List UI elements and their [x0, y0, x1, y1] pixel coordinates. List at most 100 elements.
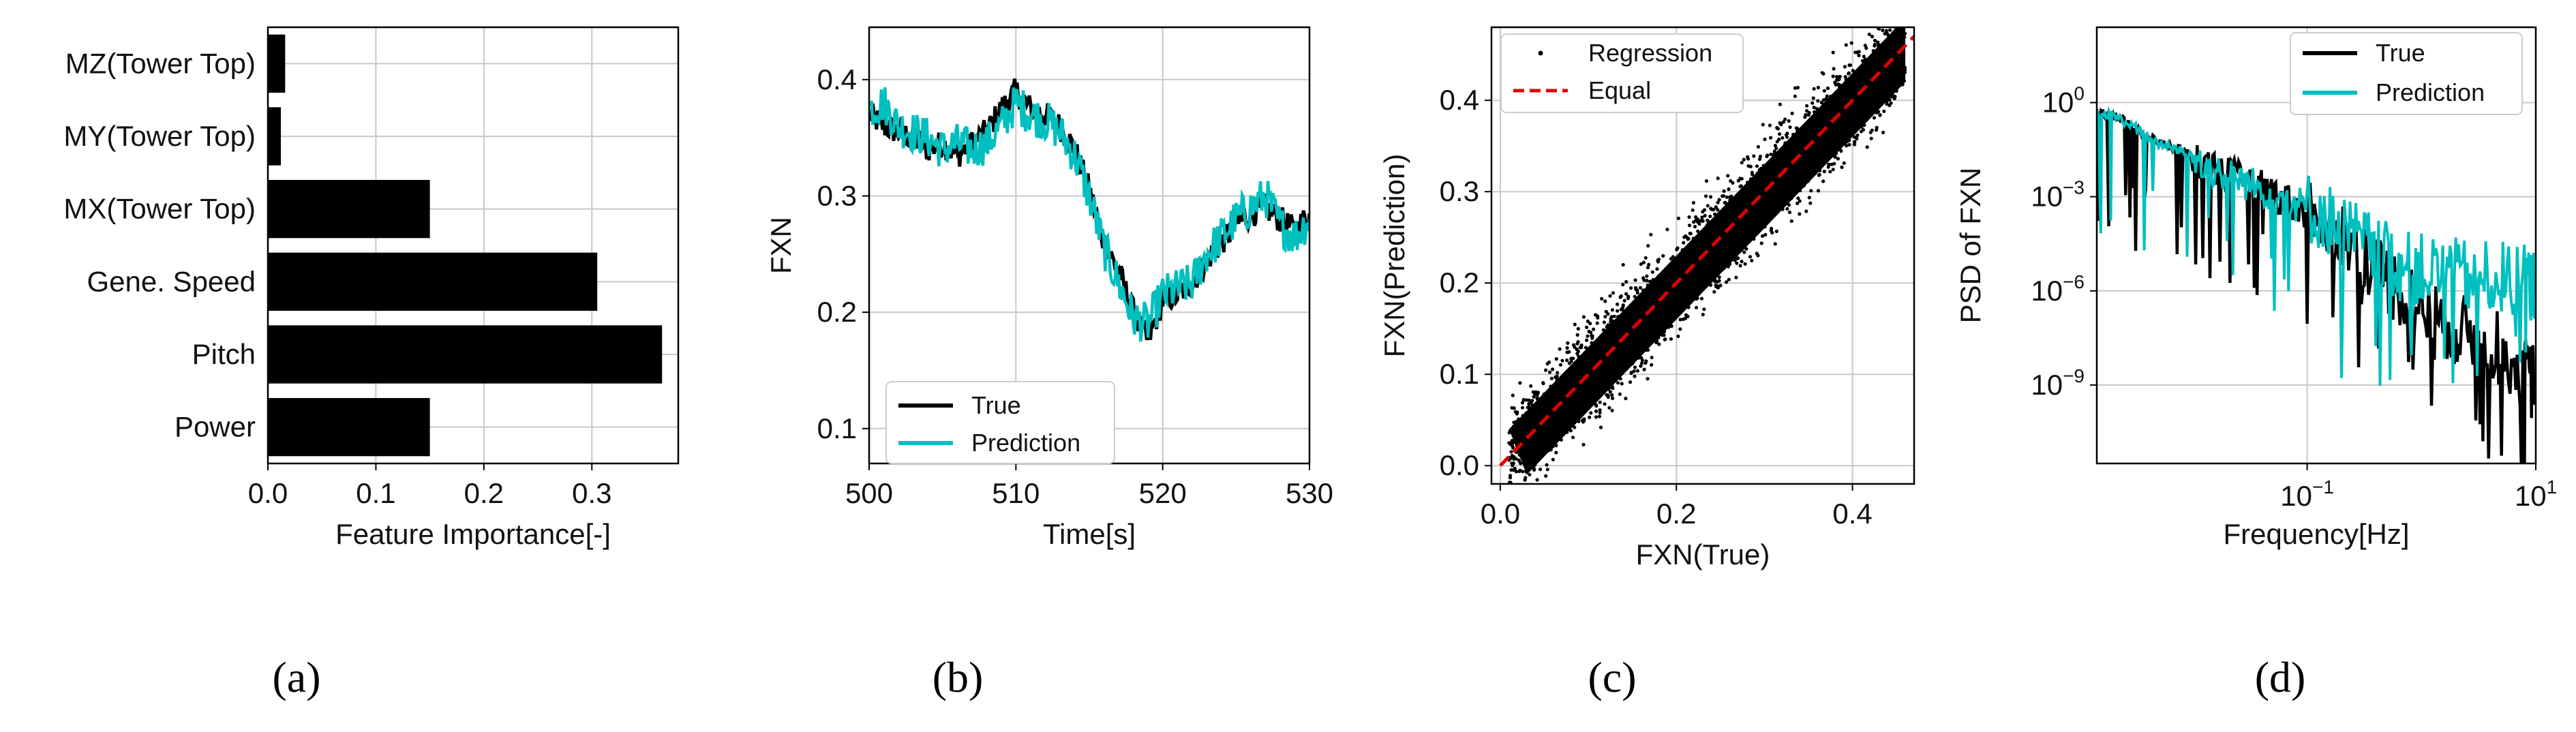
scatter-point: [1609, 333, 1613, 337]
scatter-point: [1551, 457, 1555, 461]
scatter-point: [1580, 418, 1584, 423]
scatter-point: [1522, 421, 1526, 425]
scatter-point: [1631, 339, 1635, 344]
scatter-point: [1654, 284, 1658, 288]
scatter-point: [1802, 170, 1806, 174]
scatter-point: [1808, 147, 1813, 151]
scatter-point: [1563, 410, 1567, 414]
scatter-point: [1828, 140, 1832, 144]
scatter-point: [1622, 344, 1626, 348]
scatter-point: [1736, 179, 1740, 183]
scatter-point: [1716, 213, 1721, 217]
scatter-point: [1761, 123, 1765, 127]
scatter-point: [1842, 130, 1846, 134]
scatter-point: [1710, 272, 1715, 276]
scatter-point: [1562, 406, 1567, 410]
legend: Regression Equal: [1500, 33, 1744, 113]
scatter-point: [1757, 216, 1761, 220]
scatter-point: [1520, 495, 1524, 498]
scatter-point: [1517, 458, 1521, 462]
scatter-point: [1649, 333, 1653, 337]
scatter-point: [1564, 413, 1569, 417]
scatter-point: [1588, 376, 1592, 380]
scatter-point: [1633, 278, 1637, 282]
scatter-point: [1521, 416, 1525, 421]
scatter-point: [1892, 4, 1896, 7]
scatter-point: [1898, 21, 1902, 25]
scatter-point: [1844, 77, 1848, 82]
scatter-point: [1523, 478, 1527, 482]
scatter-point: [1852, 86, 1856, 90]
scatter-point: [1607, 375, 1611, 379]
scatter-point: [1598, 408, 1602, 412]
scatter-point: [1706, 223, 1710, 227]
scatter-point: [1728, 262, 1732, 266]
scatter-point: [1898, 12, 1902, 15]
scatter-point: [1750, 258, 1754, 262]
scatter-point: [1575, 333, 1579, 337]
scatter-point: [1841, 121, 1845, 125]
x-tick-label: 510: [992, 477, 1040, 509]
scatter-point: [1723, 200, 1727, 205]
scatter-point: [1875, 92, 1879, 96]
scatter-point: [1536, 400, 1540, 404]
scatter-point: [1692, 254, 1696, 258]
scatter-point: [1819, 100, 1823, 105]
scatter-point: [1736, 240, 1741, 245]
scatter-point: [1609, 315, 1613, 319]
scatter-point: [1669, 337, 1673, 341]
scatter-point: [1654, 338, 1658, 343]
scatter-point: [1839, 106, 1843, 110]
scatter-point: [1564, 377, 1568, 381]
scatter-point: [1802, 126, 1806, 130]
scatter-point: [1511, 463, 1515, 468]
scatter-point: [1687, 224, 1692, 228]
legend-label: Prediction: [2376, 78, 2485, 106]
scatter-point: [1787, 210, 1792, 215]
scatter-point: [1626, 329, 1631, 333]
scatter-point: [1857, 53, 1861, 57]
scatter-point: [1646, 265, 1650, 270]
scatter-point: [1517, 469, 1521, 474]
scatter-point: [1551, 444, 1555, 449]
series-line-prediction: [2097, 106, 2536, 386]
scatter-point: [1524, 453, 1528, 457]
scatter-point: [1773, 193, 1777, 197]
scatter-point: [1808, 124, 1812, 128]
scatter-point: [1895, 10, 1898, 13]
scatter-point: [1554, 357, 1558, 361]
scatter-point: [1897, 77, 1901, 81]
scatter-point: [1693, 224, 1697, 229]
scatter-point: [1867, 70, 1871, 74]
x-axis-label: FXN(True): [1636, 538, 1770, 570]
scatter-point: [1782, 160, 1786, 164]
scatter-point: [1785, 142, 1789, 147]
scatter-point: [1718, 239, 1723, 243]
scatter-point: [1545, 396, 1549, 401]
scatter-point: [1717, 254, 1721, 258]
scatter-point: [1632, 369, 1636, 373]
scatter-point: [1882, 48, 1886, 52]
scatter-point: [1724, 245, 1729, 249]
scatter-point: [1722, 189, 1726, 193]
scatter-point: [1598, 425, 1603, 429]
scatter-point: [1691, 297, 1695, 301]
scatter-point: [1719, 215, 1724, 219]
category-label: MZ(Tower Top): [65, 47, 256, 79]
scatter-point: [1535, 442, 1539, 446]
scatter-point: [1781, 183, 1785, 187]
scatter-point: [1781, 136, 1785, 140]
scatter-point: [1509, 450, 1513, 454]
scatter-point: [1757, 175, 1762, 179]
bar-2: [268, 180, 430, 239]
scatter-point: [1600, 352, 1604, 356]
scatter-point: [1621, 282, 1625, 287]
scatter-point: [1768, 218, 1772, 222]
scatter-point: [1785, 185, 1789, 189]
scatter-point: [1603, 347, 1607, 351]
scatter-point: [1511, 489, 1515, 492]
scatter-point: [1772, 149, 1776, 153]
scatter-point: [1533, 393, 1537, 397]
scatter-point: [1771, 156, 1775, 161]
scatter-point: [1773, 144, 1777, 148]
